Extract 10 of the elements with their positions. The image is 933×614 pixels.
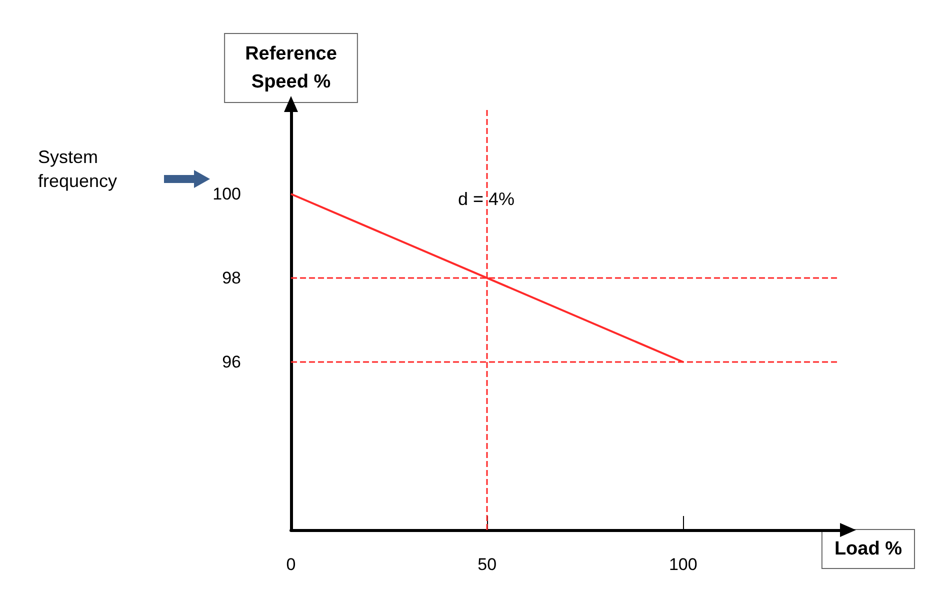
annotation: d = 4% [458, 189, 515, 209]
y-tick-label: 96 [222, 352, 241, 372]
x-tick-label: 100 [668, 555, 698, 574]
x-tick-label: 50 [478, 555, 497, 574]
y-tick-label: 100 [212, 184, 241, 204]
y-tick-label: 98 [222, 268, 241, 288]
y-axis-title: Reference Speed % [245, 44, 337, 92]
x-axis-title: Load % [834, 538, 902, 560]
x-tick-label: 0 [286, 555, 296, 574]
text: System frequency [38, 147, 118, 191]
